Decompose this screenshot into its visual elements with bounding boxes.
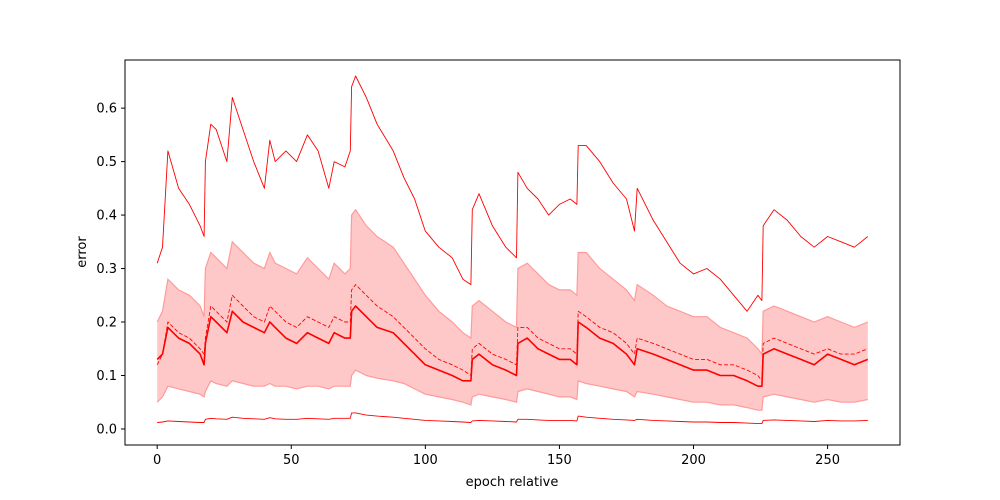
x-tick-label: 150 <box>547 453 572 468</box>
series-line-lower <box>157 412 868 425</box>
y-tick-label: 0.0 <box>96 422 117 437</box>
y-tick-label: 0.3 <box>96 262 117 277</box>
series-line-mean <box>156 305 869 388</box>
y-tick-label: 0.5 <box>96 155 117 170</box>
x-tick-label: 50 <box>283 453 300 468</box>
band-lower-edge <box>156 369 868 411</box>
y-tick-label: 0.2 <box>96 316 117 331</box>
y-axis: 0.0 0.1 0.2 0.3 0.4 0.5 0.6 <box>96 102 125 437</box>
series-line-upper <box>156 75 869 312</box>
x-tick-label: 0 <box>153 453 161 468</box>
y-tick-label: 0.4 <box>96 209 117 224</box>
x-tick-label: 250 <box>815 453 840 468</box>
x-axis-label: epoch relative <box>466 475 559 490</box>
x-tick-label: 200 <box>681 453 706 468</box>
x-axis: 0 50 100 150 200 250 <box>153 445 840 468</box>
y-tick-label: 0.1 <box>96 369 117 384</box>
plot-area <box>156 75 869 425</box>
y-tick-label: 0.6 <box>96 102 117 117</box>
y-axis-label: error <box>75 236 90 268</box>
x-tick-label: 100 <box>413 453 438 468</box>
band-upper-edge <box>156 208 869 356</box>
std-band <box>157 209 868 411</box>
axes-frame <box>124 59 901 446</box>
series-line-dashed <box>156 284 868 382</box>
